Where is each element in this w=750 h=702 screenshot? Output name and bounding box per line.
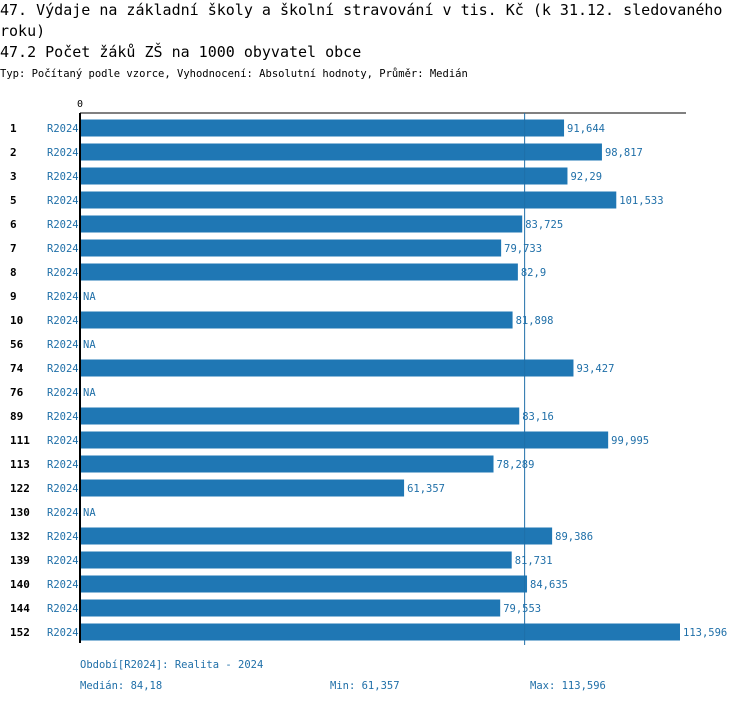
row-id-label: 5 xyxy=(10,194,17,207)
row-id-label: 122 xyxy=(10,482,30,495)
row-period-label: R2024 xyxy=(47,267,79,279)
na-label: NA xyxy=(83,387,96,399)
row-id-label: 6 xyxy=(10,218,17,231)
row-period-label: R2024 xyxy=(47,507,79,519)
row-period-label: R2024 xyxy=(47,291,79,303)
row-period-label: R2024 xyxy=(47,435,79,447)
value-label: 101,533 xyxy=(619,195,663,207)
min-summary: Min: 61,357 xyxy=(330,680,400,692)
row-id-label: 130 xyxy=(10,506,30,519)
median-summary: Medián: 84,18 xyxy=(80,680,163,692)
bar xyxy=(80,143,602,161)
value-label: 81,898 xyxy=(516,315,554,327)
row-period-label: R2024 xyxy=(47,243,79,255)
bar xyxy=(80,239,502,257)
bar xyxy=(80,575,528,593)
value-label: 98,817 xyxy=(605,147,643,159)
chart-title: 47. Výdaje na základní školy a školní st… xyxy=(0,1,723,40)
row-period-label: R2024 xyxy=(47,603,79,615)
row-id-label: 111 xyxy=(10,434,30,447)
row-id-label: 89 xyxy=(10,410,23,423)
value-label: 61,357 xyxy=(407,483,445,495)
row-id-label: 7 xyxy=(10,242,17,255)
period-note: Období[R2024]: Realita - 2024 xyxy=(80,659,264,671)
bar xyxy=(80,191,617,209)
value-label: 84,635 xyxy=(530,579,568,591)
row-period-label: R2024 xyxy=(47,459,79,471)
row-id-label: 9 xyxy=(10,290,17,303)
bar xyxy=(80,431,609,449)
value-label: 89,386 xyxy=(555,531,593,543)
bar xyxy=(80,527,553,545)
row-id-label: 113 xyxy=(10,458,30,471)
row-period-label: R2024 xyxy=(47,195,79,207)
row-id-label: 74 xyxy=(10,362,24,375)
row-id-label: 132 xyxy=(10,530,30,543)
bar xyxy=(80,623,680,641)
bar xyxy=(80,119,565,137)
row-id-label: 1 xyxy=(10,122,17,135)
row-period-label: R2024 xyxy=(47,411,79,423)
na-label: NA xyxy=(83,291,96,303)
axis-zero-label: 0 xyxy=(77,99,83,110)
bar-chart: 0 1 R2024 91,644 2 R2024 98,817 3 R2024 92,29 5 R20… xyxy=(10,99,727,645)
chart-meta: Typ: Počítaný podle vzorce, Vyhodnocení:… xyxy=(0,68,468,80)
bar xyxy=(80,599,501,617)
row-period-label: R2024 xyxy=(47,387,79,399)
bar xyxy=(80,479,405,497)
row-period-label: R2024 xyxy=(47,627,79,639)
value-label: 83,725 xyxy=(525,219,563,231)
row-id-label: 10 xyxy=(10,314,23,327)
bar xyxy=(80,551,512,569)
row-period-label: R2024 xyxy=(47,147,79,159)
value-label: 79,553 xyxy=(503,603,541,615)
row-period-label: R2024 xyxy=(47,171,79,183)
row-id-label: 139 xyxy=(10,554,30,567)
value-label: 92,29 xyxy=(570,171,602,183)
row-id-label: 3 xyxy=(10,170,17,183)
na-label: NA xyxy=(83,339,96,351)
bar xyxy=(80,311,513,329)
row-id-label: 2 xyxy=(10,146,17,159)
value-label: 81,731 xyxy=(515,555,553,567)
row-period-label: R2024 xyxy=(47,339,79,351)
row-period-label: R2024 xyxy=(47,315,79,327)
value-label: 79,733 xyxy=(504,243,542,255)
row-period-label: R2024 xyxy=(47,123,79,135)
na-label: NA xyxy=(83,507,96,519)
bar xyxy=(80,359,574,377)
value-label: 91,644 xyxy=(567,123,605,135)
bar xyxy=(80,167,568,185)
row-id-label: 144 xyxy=(10,602,30,615)
value-label: 78,289 xyxy=(497,459,535,471)
max-summary: Max: 113,596 xyxy=(530,680,606,692)
row-id-label: 152 xyxy=(10,626,30,639)
row-period-label: R2024 xyxy=(47,555,79,567)
chart-subtitle: 47.2 Počet žáků ZŠ na 1000 obyvatel obce xyxy=(0,43,362,61)
value-label: 99,995 xyxy=(611,435,649,447)
value-label: 93,427 xyxy=(576,363,614,375)
row-period-label: R2024 xyxy=(47,219,79,231)
value-label: 83,16 xyxy=(522,411,554,423)
row-period-label: R2024 xyxy=(47,579,79,591)
bar xyxy=(80,215,523,233)
value-label: 113,596 xyxy=(683,627,727,639)
row-period-label: R2024 xyxy=(47,483,79,495)
bar xyxy=(80,455,494,473)
row-id-label: 8 xyxy=(10,266,17,279)
row-id-label: 76 xyxy=(10,386,24,399)
bar xyxy=(80,263,518,281)
bar xyxy=(80,407,520,425)
row-id-label: 140 xyxy=(10,578,30,591)
row-id-label: 56 xyxy=(10,338,24,351)
row-period-label: R2024 xyxy=(47,363,79,375)
row-period-label: R2024 xyxy=(47,531,79,543)
value-label: 82,9 xyxy=(521,267,546,279)
